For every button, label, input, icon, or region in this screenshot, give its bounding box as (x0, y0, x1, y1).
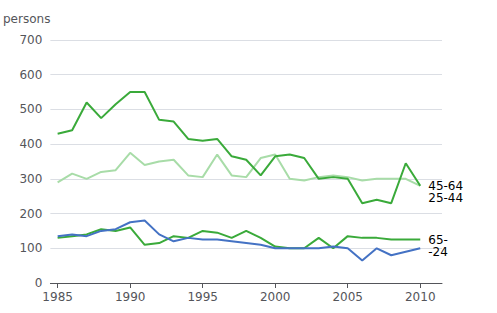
svg-text:25-44: 25-44 (428, 191, 463, 205)
svg-text:2010: 2010 (405, 290, 436, 304)
svg-text:1995: 1995 (187, 290, 218, 304)
svg-text:300: 300 (19, 172, 42, 186)
svg-text:1990: 1990 (115, 290, 146, 304)
svg-text:200: 200 (19, 207, 42, 221)
svg-text:2000: 2000 (260, 290, 291, 304)
svg-text:persons: persons (3, 12, 50, 26)
svg-text:100: 100 (19, 241, 42, 255)
svg-text:45-64: 45-64 (428, 178, 464, 193)
svg-text:400: 400 (19, 137, 42, 151)
svg-text:600: 600 (19, 68, 42, 82)
svg-text:500: 500 (19, 102, 42, 116)
svg-text:-24: -24 (428, 245, 448, 259)
svg-text:1985: 1985 (42, 290, 73, 304)
svg-text:700: 700 (19, 33, 42, 47)
svg-text:2005: 2005 (332, 290, 363, 304)
svg-text:65-: 65- (428, 232, 448, 247)
svg-text:0: 0 (35, 276, 43, 290)
